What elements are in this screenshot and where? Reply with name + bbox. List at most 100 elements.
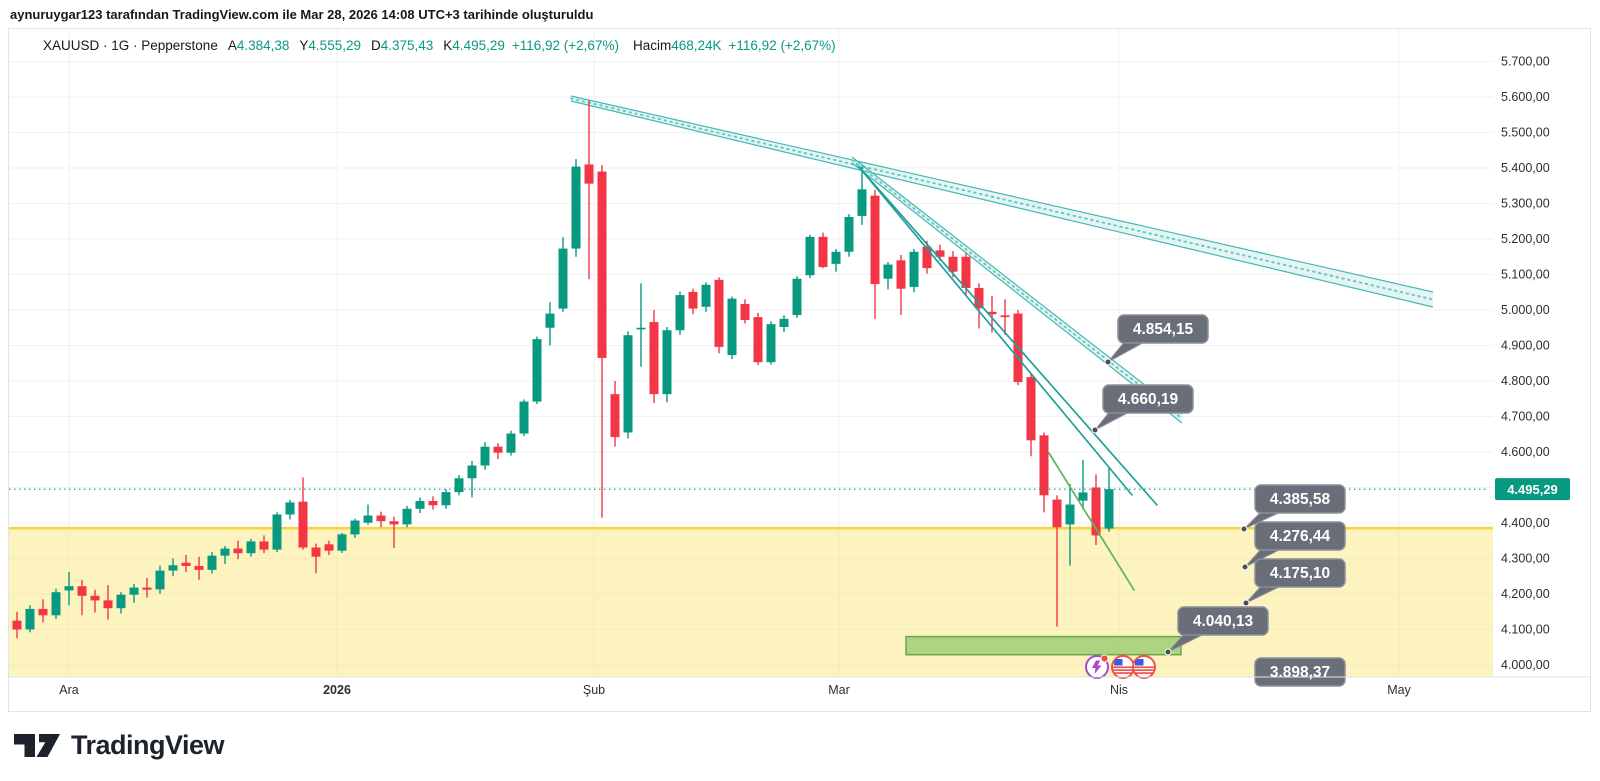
candle — [493, 443, 503, 460]
candle — [194, 556, 204, 580]
tradingview-logo-text: TradingView — [71, 730, 225, 760]
candle — [103, 585, 113, 620]
price-tick-label: 5.700,00 — [1501, 55, 1550, 69]
candle — [636, 283, 646, 367]
volume-change-value: +116,92 (+2,67%) — [728, 38, 836, 53]
candle — [168, 558, 178, 577]
us-flag-event-icon[interactable] — [1111, 655, 1135, 679]
price-tick-label: 5.300,00 — [1501, 197, 1550, 211]
candle — [844, 214, 854, 257]
candle — [376, 511, 386, 528]
candle — [142, 578, 152, 598]
candle — [857, 166, 867, 225]
tradingview-logo[interactable]: TradingView — [14, 730, 225, 761]
candle — [233, 540, 243, 560]
candle — [597, 165, 607, 518]
candle — [272, 512, 282, 553]
candle — [571, 159, 581, 257]
close-value: 4.495,29 — [452, 38, 505, 53]
open-value: 4.384,38 — [236, 38, 290, 53]
candle — [129, 584, 139, 603]
candle — [870, 190, 880, 319]
price-tick-label: 4.300,00 — [1501, 552, 1550, 566]
candle — [415, 497, 425, 514]
time-tick-label: Ara — [59, 683, 79, 697]
trend-channels[interactable] — [570, 95, 1434, 424]
candle — [792, 276, 802, 318]
candle — [38, 599, 48, 623]
price-tick-label: 5.000,00 — [1501, 303, 1550, 317]
candle — [207, 552, 217, 574]
candle — [220, 546, 230, 564]
candle — [90, 589, 100, 613]
trendlines[interactable] — [858, 166, 1158, 591]
candle — [298, 477, 308, 550]
candle — [675, 291, 685, 335]
symbol-title[interactable]: XAUUSD · 1G · Pepperstone — [43, 38, 218, 53]
price-callout[interactable]: 4.175,10 — [1242, 558, 1346, 607]
candle — [1026, 373, 1036, 457]
callout-price-text: 4.040,13 — [1193, 613, 1254, 630]
candle — [805, 234, 815, 279]
price-tick-label: 4.700,00 — [1501, 410, 1550, 424]
price-tick-label: 5.100,00 — [1501, 268, 1550, 282]
candle — [584, 100, 594, 280]
candle — [662, 327, 672, 403]
candle — [532, 336, 542, 405]
price-callout[interactable]: 4.660,19 — [1091, 384, 1194, 434]
time-tick-label: 2026 — [323, 683, 351, 697]
candle — [116, 592, 126, 614]
green-demand-box[interactable] — [905, 635, 1182, 656]
candle — [831, 248, 841, 272]
candle — [896, 254, 906, 315]
price-callout[interactable]: 4.385,58 — [1240, 484, 1346, 533]
flash-event-icon[interactable] — [1085, 654, 1109, 679]
anchor-dot — [1104, 358, 1112, 366]
grid-lines — [9, 29, 1493, 677]
svg-text:4.495,29: 4.495,29 — [1507, 482, 1558, 497]
candle — [753, 312, 763, 366]
price-chart[interactable]: 4.854,15 4.660,19 4.385,58 4.276,44 4.175,10… — [9, 29, 1590, 711]
price-tick-label: 4.800,00 — [1501, 374, 1550, 388]
candle — [77, 579, 87, 616]
price-callouts[interactable]: 4.854,15 4.660,19 4.385,58 4.276,44 4.175,10… — [1091, 314, 1346, 687]
candle — [818, 232, 828, 269]
attribution-text: aynuruygar123 tarafından TradingView.com… — [10, 7, 594, 22]
candle — [766, 321, 776, 365]
price-callout[interactable]: 4.040,13 — [1164, 606, 1269, 656]
candle — [428, 496, 438, 510]
candle — [181, 554, 191, 572]
candle — [1065, 483, 1075, 566]
time-axis[interactable]: Ara 2026 Şub Mar Nis May — [59, 683, 1411, 697]
volume-value: 468,24K — [671, 38, 722, 53]
candle — [909, 248, 919, 293]
candle — [740, 299, 750, 324]
candle — [1052, 495, 1062, 627]
callout-price-text: 4.175,10 — [1270, 565, 1330, 582]
tradingview-logo-icon — [14, 733, 60, 757]
anchor-dot — [1091, 426, 1099, 434]
low-value: 4.375,43 — [380, 38, 434, 53]
current-price-label: 4.495,29 — [1495, 478, 1570, 501]
candle — [25, 605, 35, 633]
candle — [363, 504, 373, 525]
economic-event-icons[interactable] — [1085, 654, 1156, 679]
open-label: A — [227, 38, 237, 53]
anchor-dot — [1164, 648, 1172, 656]
price-tick-label: 5.500,00 — [1501, 126, 1550, 140]
price-callout[interactable]: 3.898,37 — [1254, 657, 1346, 687]
candle — [64, 571, 74, 606]
us-flag-event-icon[interactable] — [1132, 655, 1156, 679]
candle — [337, 532, 347, 553]
callout-price-text: 4.276,44 — [1270, 528, 1331, 545]
price-axis[interactable]: 5.700,00 5.600,00 5.500,00 5.400,00 5.300,00… — [1501, 55, 1550, 673]
high-label: Y — [299, 38, 309, 53]
callout-price-text: 4.660,19 — [1118, 391, 1179, 408]
candle — [688, 288, 698, 315]
candle — [545, 302, 555, 346]
low-label: D — [370, 38, 381, 53]
candle — [1091, 474, 1101, 546]
anchor-dot — [1241, 563, 1249, 571]
price-callout[interactable]: 4.854,15 — [1104, 314, 1209, 366]
